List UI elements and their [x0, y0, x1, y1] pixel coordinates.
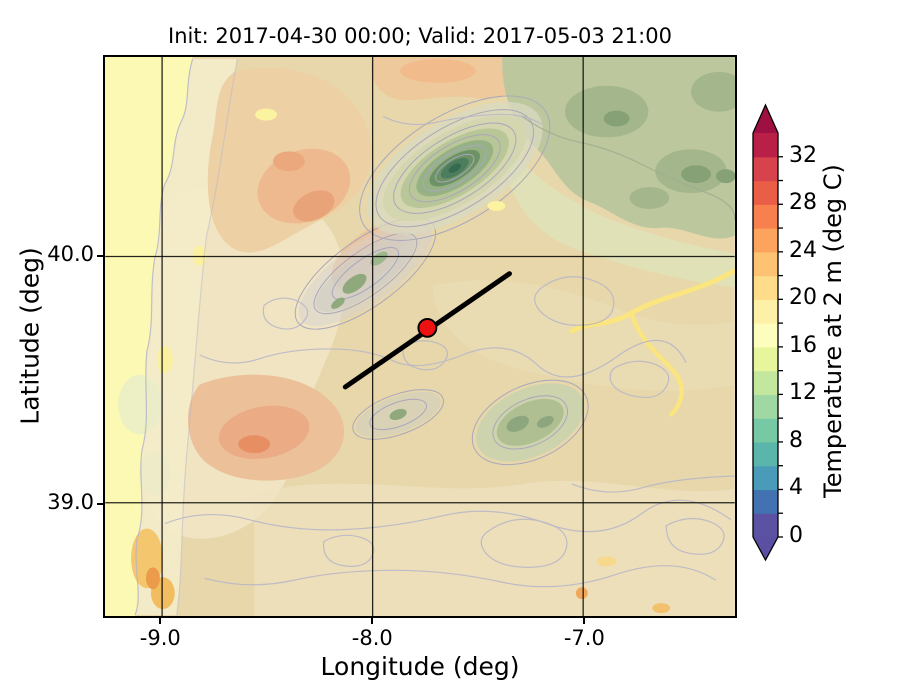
colorbar-tick-label: 24: [789, 237, 817, 263]
colorbar-tick-label: 4: [789, 475, 803, 501]
y-tick-label: 40.0: [47, 241, 94, 266]
colorbar-tick-label: 32: [789, 142, 817, 168]
colorbar-under-arrow: [753, 537, 778, 560]
lat-lon-grid: [105, 57, 735, 616]
location-marker: [417, 317, 438, 338]
x-tick-mark: [371, 618, 374, 624]
temperature-contour-map: [105, 57, 735, 616]
colorbar-tick-label: 12: [789, 380, 817, 406]
x-tick-label: -8.0: [351, 626, 393, 650]
map-plot-area: [103, 55, 737, 618]
y-axis-label: Latitude (deg): [15, 247, 45, 425]
colorbar-tick-label: 8: [789, 427, 803, 453]
x-tick-mark: [583, 618, 586, 624]
colorbar-tick-label: 0: [789, 523, 803, 548]
colorbar: [752, 103, 783, 562]
x-tick-label: -9.0: [139, 626, 181, 650]
colorbar-tick-label: 16: [789, 332, 817, 358]
colorbar-over-arrow: [753, 105, 778, 133]
cross-section-overlay: [342, 271, 512, 390]
x-tick-label: -7.0: [563, 626, 605, 650]
plot-title: Init: 2017-04-30 00:00; Valid: 2017-05-0…: [168, 24, 672, 48]
colorbar-axis-label: Temperature at 2 m (deg C): [819, 164, 847, 498]
colorbar-tick-label: 28: [789, 190, 817, 216]
y-tick-mark: [97, 254, 103, 257]
x-axis-label: Longitude (deg): [320, 652, 520, 681]
y-tick-label: 39.0: [47, 489, 94, 514]
x-tick-mark: [159, 618, 162, 624]
y-tick-mark: [97, 502, 103, 505]
colorbar-tick-label: 20: [789, 285, 817, 311]
